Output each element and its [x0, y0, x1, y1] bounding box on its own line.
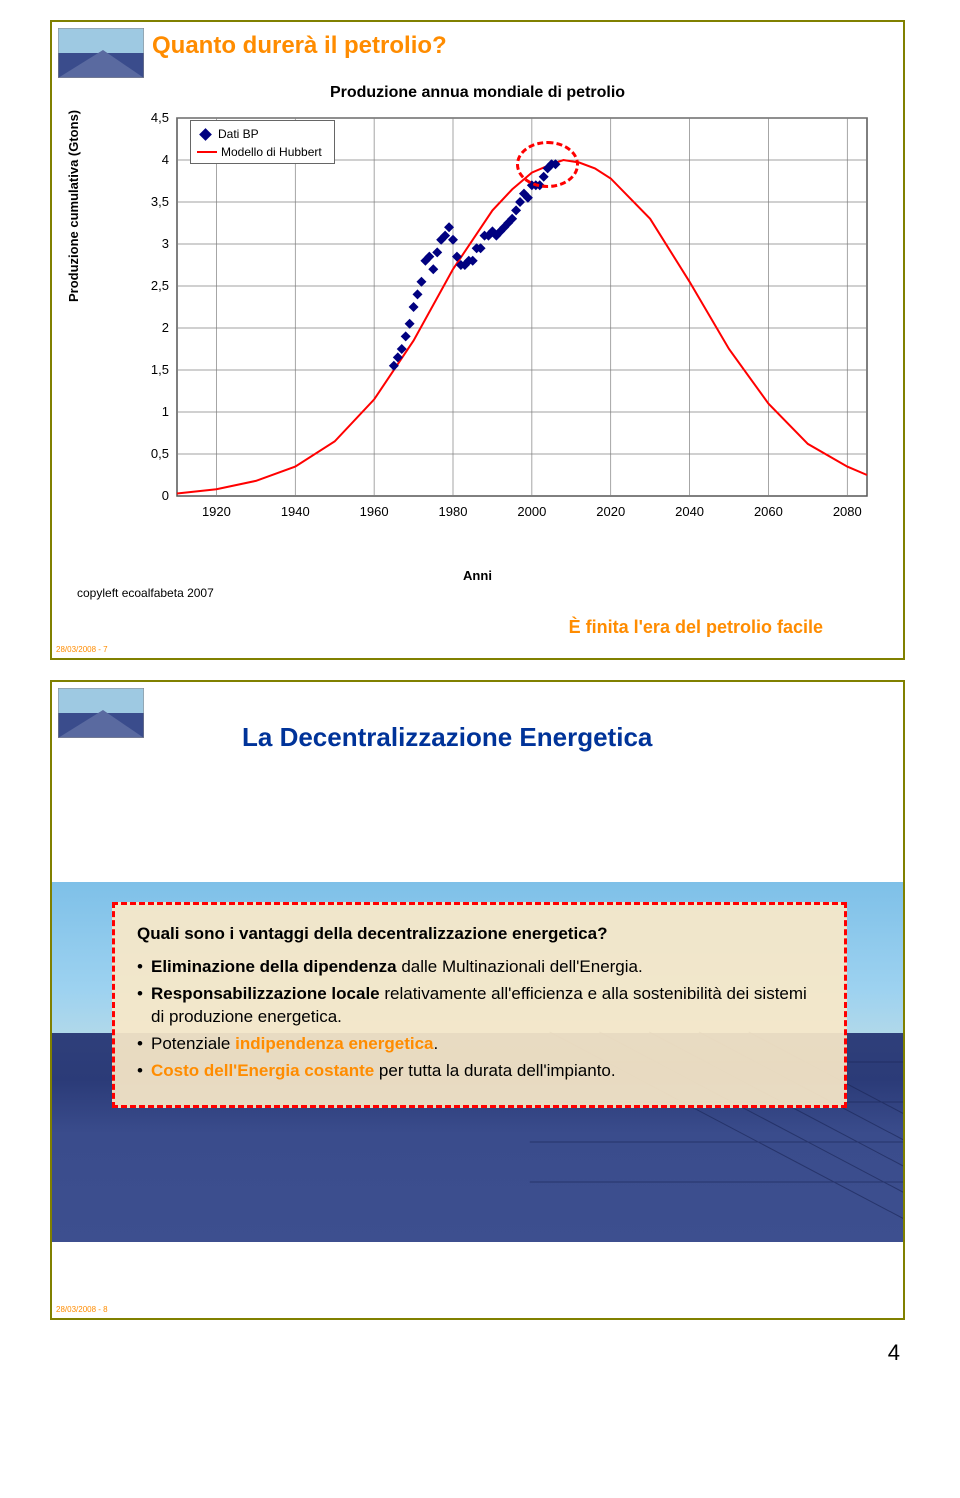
- slide-2: La Decentralizzazione Energetica Quali s…: [50, 680, 905, 1320]
- svg-text:2020: 2020: [596, 504, 625, 519]
- svg-text:3,5: 3,5: [151, 194, 169, 209]
- question-text: Quali sono i vantaggi della decentralizz…: [137, 923, 822, 946]
- svg-text:2: 2: [162, 320, 169, 335]
- y-axis-label: Produzione cumulativa (Gtons): [66, 110, 81, 302]
- slide-2-title: La Decentralizzazione Energetica: [242, 722, 652, 753]
- copyleft-text: copyleft ecoalfabeta 2007: [77, 586, 214, 600]
- svg-text:2,5: 2,5: [151, 278, 169, 293]
- svg-text:4: 4: [162, 152, 169, 167]
- slide-1-footer: 28/03/2008 - 7: [56, 645, 108, 654]
- slide-1-title: Quanto durerà il petrolio?: [152, 32, 447, 60]
- content-box: Quali sono i vantaggi della decentralizz…: [112, 902, 847, 1108]
- svg-text:0: 0: [162, 488, 169, 503]
- slide-1-subtitle: È finita l'era del petrolio facile: [569, 617, 823, 638]
- svg-text:2080: 2080: [833, 504, 862, 519]
- svg-text:3: 3: [162, 236, 169, 251]
- chart-area: 0 0,5 1 1,5 2 2,5 3 3,5 4 4,5 1920 1940 1960 1980 2000…: [122, 112, 877, 532]
- bullet-item: Responsabilizzazione locale relativament…: [137, 983, 822, 1029]
- svg-text:1960: 1960: [360, 504, 389, 519]
- bullet-list: Eliminazione della dipendenza dalle Mult…: [137, 956, 822, 1083]
- legend-label: Modello di Hubbert: [221, 145, 322, 159]
- legend-item-hubbert: Modello di Hubbert: [197, 143, 328, 161]
- svg-text:1940: 1940: [281, 504, 310, 519]
- bullet-item: Potenziale indipendenza energetica.: [137, 1033, 822, 1056]
- svg-text:2040: 2040: [675, 504, 704, 519]
- chart-title: Produzione annua mondiale di petrolio: [52, 84, 903, 102]
- highlight-circle: [516, 141, 579, 188]
- slide-1: Quanto durerà il petrolio? Produzione an…: [50, 20, 905, 660]
- svg-text:2000: 2000: [517, 504, 546, 519]
- legend: Dati BP Modello di Hubbert: [190, 120, 335, 164]
- svg-text:4,5: 4,5: [151, 112, 169, 125]
- svg-text:2060: 2060: [754, 504, 783, 519]
- svg-text:1,5: 1,5: [151, 362, 169, 377]
- page-number: 4: [0, 1340, 960, 1366]
- slide-thumbnail: [58, 28, 144, 78]
- svg-text:1980: 1980: [439, 504, 468, 519]
- svg-text:0,5: 0,5: [151, 446, 169, 461]
- diamond-icon: [199, 128, 212, 141]
- legend-item-bp: Dati BP: [197, 125, 328, 143]
- slide-2-footer: 28/03/2008 - 8: [56, 1305, 108, 1314]
- slide-thumbnail: [58, 688, 144, 738]
- chart-svg: 0 0,5 1 1,5 2 2,5 3 3,5 4 4,5 1920 1940 1960 1980 2000…: [122, 112, 877, 532]
- bullet-item: Costo dell'Energia costante per tutta la…: [137, 1060, 822, 1083]
- svg-text:1920: 1920: [202, 504, 231, 519]
- svg-text:1: 1: [162, 404, 169, 419]
- bullet-item: Eliminazione della dipendenza dalle Mult…: [137, 956, 822, 979]
- x-axis-label: Anni: [52, 568, 903, 583]
- line-icon: [197, 151, 217, 153]
- legend-label: Dati BP: [218, 127, 259, 141]
